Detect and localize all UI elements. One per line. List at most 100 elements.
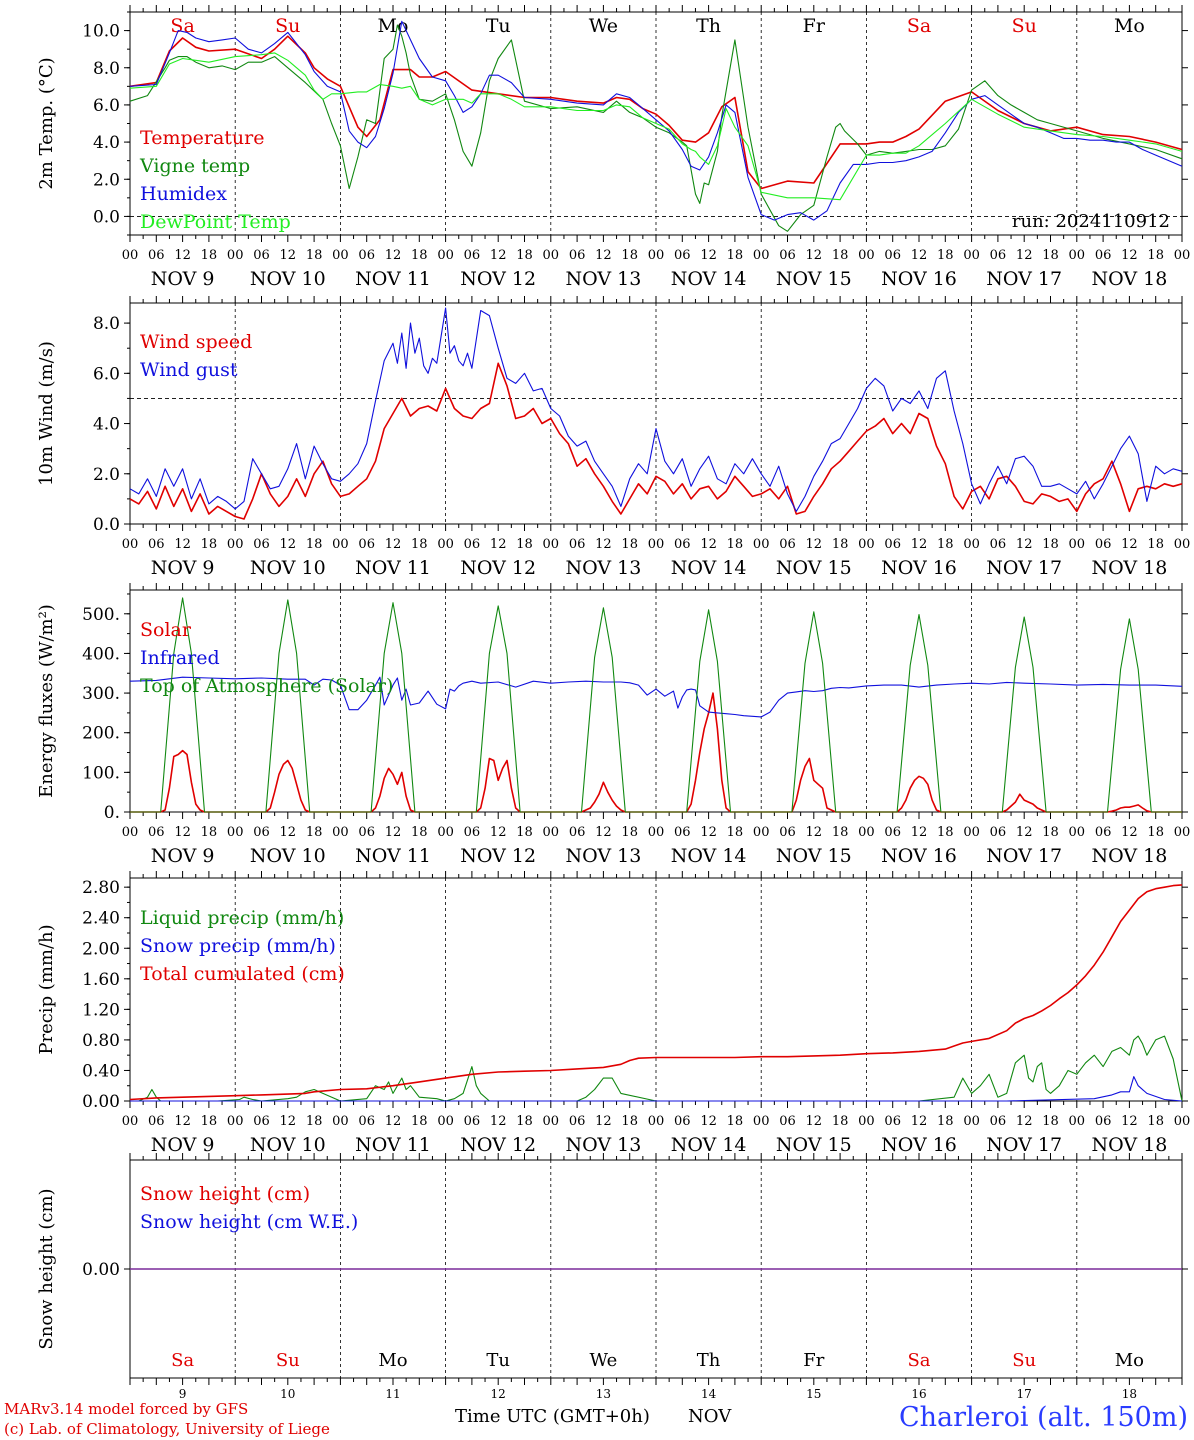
hour-label: 06 — [148, 248, 165, 263]
date-label: NOV 14 — [671, 557, 747, 579]
hour-label: 12 — [1121, 825, 1138, 840]
series-line — [130, 597, 1182, 813]
hour-label: 06 — [674, 825, 691, 840]
hour-label: 06 — [674, 1114, 691, 1129]
date-label: NOV 18 — [1091, 1134, 1167, 1156]
hour-label: 18 — [516, 825, 533, 840]
date-label: NOV 12 — [460, 845, 536, 867]
weekday-label: Su — [276, 1350, 300, 1371]
hour-label: 18 — [727, 825, 744, 840]
hour-label: 00 — [227, 248, 244, 263]
run-annotation: run: 2024110912 — [1012, 211, 1170, 232]
hour-label: 18 — [201, 537, 218, 552]
date-label: NOV 12 — [460, 268, 536, 290]
date-label: NOV 16 — [881, 845, 957, 867]
hour-label: 12 — [280, 825, 297, 840]
date-label: NOV 11 — [355, 268, 431, 290]
day-number: 17 — [1017, 1387, 1032, 1401]
weekday-label: Sa — [171, 1350, 194, 1371]
legend-entry: Vigne temp — [139, 155, 250, 177]
hour-label: 12 — [806, 825, 823, 840]
legend-entry: Wind speed — [140, 331, 252, 353]
date-label: NOV 14 — [671, 1134, 747, 1156]
y-tick-label: 4.0 — [93, 133, 120, 153]
date-label: NOV 9 — [151, 1134, 215, 1156]
legend-entry: Liquid precip (mm/h) — [140, 907, 344, 929]
hour-label: 06 — [1095, 825, 1112, 840]
hour-label: 18 — [1147, 537, 1164, 552]
hour-label: 12 — [595, 248, 612, 263]
series-line — [129, 307, 1183, 512]
date-label: NOV 15 — [776, 268, 852, 290]
hour-label: 00 — [963, 825, 980, 840]
date-label: NOV 18 — [1091, 845, 1167, 867]
hour-label: 18 — [411, 248, 428, 263]
day-number: 16 — [911, 1387, 926, 1401]
hour-label: 18 — [727, 248, 744, 263]
hour-label: 00 — [122, 248, 139, 263]
date-label: NOV 15 — [776, 845, 852, 867]
hour-label: 00 — [963, 537, 980, 552]
hour-label: 00 — [858, 825, 875, 840]
hour-label: 06 — [779, 248, 796, 263]
hour-label: 12 — [385, 825, 402, 840]
hour-label: 18 — [621, 1114, 638, 1129]
hour-label: 12 — [280, 537, 297, 552]
hour-label: 00 — [1174, 248, 1191, 263]
hour-label: 18 — [621, 825, 638, 840]
y-axis-label: Energy fluxes (W/m²) — [36, 604, 57, 798]
hour-label: 12 — [700, 537, 717, 552]
hour-label: 12 — [911, 537, 928, 552]
weekday-label: Sa — [170, 15, 194, 37]
hour-label: 00 — [332, 1114, 349, 1129]
hour-label: 00 — [753, 248, 770, 263]
legend-entry: Humidex — [140, 183, 227, 205]
date-label: NOV 11 — [355, 557, 431, 579]
hour-label: 00 — [1174, 537, 1191, 552]
hour-label: 18 — [306, 1114, 323, 1129]
model-credit: MARv3.14 model forced by GFS — [4, 1400, 249, 1418]
y-tick-label: 0.80 — [82, 1031, 120, 1051]
legend-entry: Snow height (cm W.E.) — [140, 1211, 358, 1233]
weekday-label: We — [590, 1350, 618, 1371]
hour-label: 06 — [674, 248, 691, 263]
hour-label: 18 — [201, 248, 218, 263]
hour-label: 12 — [385, 1114, 402, 1129]
hour-label: 06 — [569, 1114, 586, 1129]
date-label: NOV 17 — [986, 845, 1062, 867]
hour-label: 00 — [858, 1114, 875, 1129]
hour-label: 06 — [253, 1114, 270, 1129]
weekday-label: Fr — [803, 1350, 824, 1371]
hour-label: 12 — [911, 1114, 928, 1129]
date-label: NOV 17 — [986, 268, 1062, 290]
hour-label: 12 — [385, 537, 402, 552]
date-label: NOV 12 — [460, 557, 536, 579]
weekday-label: Mo — [1115, 1350, 1144, 1371]
hour-label: 12 — [595, 537, 612, 552]
date-label: NOV 10 — [250, 557, 326, 579]
y-axis-label: 10m Wind (m/s) — [36, 341, 57, 486]
series-line — [129, 24, 1183, 232]
hour-label: 00 — [543, 248, 560, 263]
hour-label: 06 — [569, 825, 586, 840]
hour-label: 18 — [937, 537, 954, 552]
y-tick-label: 300. — [82, 684, 120, 704]
weekday-label: Su — [275, 15, 300, 37]
weekday-label: Mo — [378, 15, 409, 37]
hour-label: 18 — [411, 1114, 428, 1129]
hour-label: 12 — [1121, 537, 1138, 552]
legend-entry: DewPoint Temp — [140, 211, 291, 233]
series-line — [129, 20, 1183, 221]
y-tick-label: 2.40 — [82, 909, 120, 929]
legend-entry: Snow height (cm) — [140, 1183, 310, 1205]
y-tick-label: 2.0 — [93, 465, 120, 485]
y-tick-label: 100. — [82, 763, 120, 783]
hour-label: 12 — [806, 248, 823, 263]
day-number: 14 — [701, 1387, 717, 1401]
hour-label: 12 — [1016, 537, 1033, 552]
lab-credit: (c) Lab. of Climatology, University of L… — [4, 1420, 330, 1438]
hour-label: 12 — [490, 825, 507, 840]
date-label: NOV 9 — [151, 268, 215, 290]
hour-label: 00 — [1069, 825, 1086, 840]
